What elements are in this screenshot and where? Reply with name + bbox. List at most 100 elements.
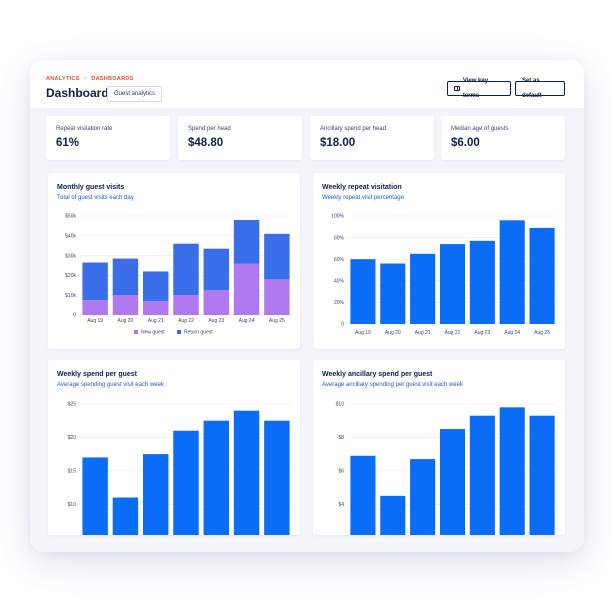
y-tick-label: $10 <box>336 402 345 408</box>
bar-return-guest <box>264 233 290 280</box>
bar-return-guest <box>233 219 260 264</box>
bar-new-guest <box>203 290 230 315</box>
y-tick-label: $20 <box>68 435 77 441</box>
x-tick-label: Aug 20 <box>385 330 401 336</box>
monthly-guest-visits-chart: 0 $10k $20k $30k $40k $50k Aug 19 Aug 20 Aug 21 A… <box>65 214 292 336</box>
chart-subtitle: Average ancillary spending per guest vis… <box>322 382 463 388</box>
x-tick-label: Aug 21 <box>415 330 431 336</box>
y-tick-label: $15 <box>68 469 77 475</box>
bar-new-guest <box>233 263 260 315</box>
dashboard-window: ANALYTICS > DASHBOARDS Dashboard: Guest … <box>30 60 584 552</box>
y-tick-label: 40% <box>334 279 345 285</box>
kpi-card-repeat-visitation: Repeat visitation rate 61% <box>46 116 170 160</box>
y-tick-label: 80% <box>334 235 345 241</box>
y-tick-label: $30k <box>65 253 76 259</box>
bar-new-guest <box>112 295 139 315</box>
y-tick-label: 60% <box>334 257 345 263</box>
view-key-terms-button[interactable]: View key terms <box>447 78 511 99</box>
x-tick-label: Aug 25 <box>534 330 550 336</box>
kpi-card-ancillary-spend: Ancillary spend per head $18.00 <box>310 116 434 160</box>
chart-title: Weekly spend per guest <box>57 371 138 378</box>
bar-return-guest <box>82 262 108 301</box>
y-tick-label: $40k <box>65 234 76 240</box>
legend-label-return-guest: Return guest <box>184 330 213 336</box>
bar <box>410 253 436 324</box>
book-icon <box>454 86 460 91</box>
kpi-label: Spend per head <box>188 126 231 132</box>
x-tick-label: Aug 21 <box>148 318 164 324</box>
y-tick-label: $4 <box>338 502 344 508</box>
bar <box>350 455 376 535</box>
y-tick-label: $10 <box>68 502 77 508</box>
bar-new-guest <box>264 279 290 315</box>
x-tick-label: Aug 24 <box>239 318 255 324</box>
bar <box>82 457 108 535</box>
chart-subtitle: Total of guest visits each day <box>57 195 134 201</box>
chart-title: Monthly guest visits <box>57 184 125 191</box>
bar-new-guest <box>82 300 108 315</box>
bar <box>439 429 466 535</box>
kpi-card-spend-per-head: Spend per head $48.80 <box>178 116 302 160</box>
legend-label-new-guest: New guest <box>141 330 165 336</box>
chart-card-weekly-spend-per-guest: Weekly spend per guest Average spending … <box>48 360 300 535</box>
chart-title: Weekly ancillary spend per guest <box>322 371 433 378</box>
legend-swatch-return-guest <box>177 330 181 334</box>
chart-card-weekly-repeat-visitation: Weekly repeat visitation Weekly repeat v… <box>313 173 565 349</box>
bar <box>264 420 290 535</box>
y-tick-label: 0 <box>73 313 76 319</box>
bar-new-guest <box>173 295 199 315</box>
bar-return-guest <box>112 258 139 296</box>
y-tick-label: $6 <box>338 469 344 475</box>
y-tick-label: $25 <box>68 402 77 408</box>
bar <box>203 420 230 535</box>
breadcrumb-dashboards-link[interactable]: DASHBOARDS <box>91 76 134 82</box>
bar <box>469 240 495 324</box>
bar <box>439 244 466 324</box>
y-tick-label: $8 <box>338 435 344 441</box>
x-tick-label: Aug 22 <box>445 330 461 336</box>
x-tick-label: Aug 24 <box>504 330 520 336</box>
breadcrumb-analytics-link[interactable]: ANALYTICS <box>46 76 80 82</box>
kpi-value: $6.00 <box>451 137 480 149</box>
bar <box>469 415 495 535</box>
y-tick-label: $50k <box>65 214 76 220</box>
x-tick-label: Aug 19 <box>87 318 103 324</box>
kpi-value: $48.80 <box>188 137 224 149</box>
legend-swatch-new-guest <box>134 330 138 334</box>
weekly-repeat-visitation-chart: 0 20% 40% 60% 80% 100% Aug 19 Aug 20 Aug 21 Aug 2… <box>331 214 557 336</box>
bar <box>529 227 555 324</box>
chart-subtitle: Average spending guest visit each week <box>57 382 164 388</box>
bar <box>410 459 436 535</box>
kpi-card-median-age: Median age of guests $6.00 <box>441 116 565 160</box>
x-tick-label: Aug 19 <box>355 330 371 336</box>
x-tick-label: Aug 23 <box>474 330 490 336</box>
set-as-default-button[interactable]: Set as default <box>515 78 565 99</box>
bar <box>173 430 199 535</box>
x-tick-label: Aug 22 <box>178 318 194 324</box>
bar <box>499 407 525 535</box>
chart-title: Weekly repeat visitation <box>322 184 402 191</box>
header: ANALYTICS > DASHBOARDS Dashboard: Guest … <box>30 60 584 108</box>
breadcrumb-separator: > <box>83 76 88 82</box>
bar <box>112 497 139 535</box>
kpi-value: 61% <box>56 137 80 149</box>
x-tick-label: Aug 20 <box>117 318 133 324</box>
bar <box>529 415 555 535</box>
y-tick-label: 0 <box>341 322 344 328</box>
page-title: Dashboard: <box>46 86 113 100</box>
y-tick-label: $20k <box>65 273 76 279</box>
bar <box>380 495 406 535</box>
chart-subtitle: Weekly repeat visit percentage <box>322 195 404 201</box>
kpi-label: Repeat visitation rate <box>56 126 113 132</box>
kpi-label: Median age of guests <box>451 126 509 132</box>
x-tick-label: Aug 23 <box>208 318 224 324</box>
bar-return-guest <box>173 243 199 296</box>
chart-card-weekly-ancillary-spend: Weekly ancillary spend per guest Average… <box>313 360 565 535</box>
bar-return-guest <box>203 248 230 291</box>
bar <box>142 454 169 535</box>
dashboard-selector[interactable]: Guest analytics <box>107 86 163 102</box>
bar-new-guest <box>142 301 169 315</box>
y-tick-label: $10k <box>65 293 76 299</box>
